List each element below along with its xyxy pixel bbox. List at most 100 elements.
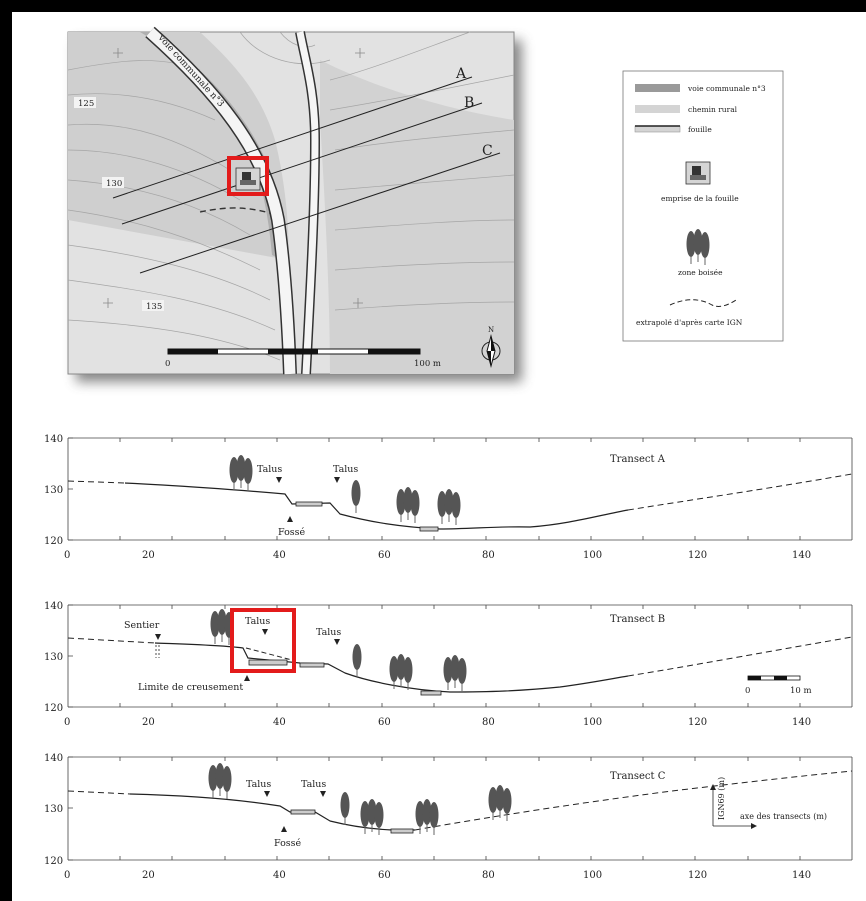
svg-text:120: 120 bbox=[688, 870, 707, 881]
svg-text:80: 80 bbox=[482, 870, 495, 881]
svg-text:40: 40 bbox=[273, 717, 286, 728]
svg-text:20: 20 bbox=[142, 870, 155, 881]
profile-a-y-tick-140: 140 bbox=[44, 434, 63, 445]
legend-item-voie: voie communale n°3 bbox=[635, 84, 766, 93]
svg-text:0: 0 bbox=[745, 686, 750, 696]
north-arrow-icon: N bbox=[481, 326, 501, 368]
contour-label-135: 135 bbox=[146, 302, 162, 312]
svg-text:N: N bbox=[488, 326, 494, 334]
site-map: voie communale n°3 125 130 135 A B C 0 1… bbox=[67, 26, 522, 382]
profile-c-trees bbox=[209, 763, 512, 835]
profile-b-ticks bbox=[68, 604, 801, 708]
svg-text:100: 100 bbox=[583, 550, 602, 561]
profile-a-ticks bbox=[68, 437, 801, 541]
legend-item-fouille: fouille bbox=[634, 125, 712, 134]
svg-text:chemin rural: chemin rural bbox=[688, 105, 738, 114]
profile-c-excavations bbox=[290, 809, 414, 834]
svg-text:0: 0 bbox=[64, 550, 70, 561]
profile-b-label-talus-2: Talus bbox=[316, 627, 341, 638]
axis-horizontal-label: axe des transects (m) bbox=[740, 812, 827, 821]
legend: voie communale n°3 chemin rural fouille … bbox=[622, 70, 784, 342]
contour-label-130: 130 bbox=[106, 179, 122, 189]
profile-c-label-talus-1: Talus bbox=[246, 779, 271, 790]
svg-text:100: 100 bbox=[583, 870, 602, 881]
profile-c-label-fosse: Fossé bbox=[274, 838, 302, 849]
road-chemin-rural bbox=[295, 31, 321, 375]
svg-text:0: 0 bbox=[64, 870, 70, 881]
profile-c-ticks bbox=[68, 756, 801, 861]
contour-lines bbox=[67, 31, 515, 361]
profile-b-y-tick-140: 140 bbox=[44, 601, 63, 612]
map-scale-start: 0 bbox=[165, 359, 170, 369]
highlight-box bbox=[227, 156, 269, 196]
map-scale-bar: 0 100 m bbox=[165, 348, 441, 369]
transect-letter-b: B bbox=[464, 95, 474, 111]
transect-letter-c: C bbox=[482, 143, 493, 159]
svg-text:140: 140 bbox=[792, 550, 811, 561]
profile-c-y-tick-140: 140 bbox=[44, 753, 63, 764]
transect-letter-a: A bbox=[455, 66, 467, 82]
transect-lines bbox=[112, 76, 501, 274]
legend-item-zone-boisee: zone boisée bbox=[678, 229, 723, 277]
legend-item-chemin: chemin rural bbox=[635, 105, 738, 114]
profile-b-label-talus-1: Talus bbox=[245, 616, 270, 627]
profile-a-title: Transect A bbox=[610, 454, 666, 465]
svg-text:80: 80 bbox=[482, 550, 495, 561]
svg-text:60: 60 bbox=[378, 550, 391, 561]
grid-crosses bbox=[103, 48, 365, 308]
left-black-border bbox=[0, 0, 12, 901]
contour-label-125: 125 bbox=[78, 99, 94, 109]
legend-item-extrapole: extrapolé d'après carte IGN bbox=[636, 299, 743, 327]
svg-text:zone boisée: zone boisée bbox=[678, 268, 723, 277]
profile-a-y-tick-120: 120 bbox=[44, 536, 63, 547]
svg-text:emprise de la fouille: emprise de la fouille bbox=[661, 194, 739, 203]
svg-text:80: 80 bbox=[482, 717, 495, 728]
svg-text:120: 120 bbox=[688, 717, 707, 728]
profile-c-x-ticks: 0 20 40 60 80 100 120 140 bbox=[64, 870, 811, 881]
svg-text:100: 100 bbox=[583, 717, 602, 728]
profile-a-terrain bbox=[67, 473, 853, 530]
profile-transect-c: 140 130 120 0 20 40 60 80 100 120 140 Tr… bbox=[44, 753, 853, 881]
profile-b-excavations bbox=[248, 659, 442, 696]
profile-b-highlight-box bbox=[230, 608, 296, 673]
legend-item-emprise: emprise de la fouille bbox=[661, 161, 739, 203]
profile-b-y-tick-130: 130 bbox=[44, 652, 63, 663]
svg-text:120: 120 bbox=[688, 550, 707, 561]
svg-text:140: 140 bbox=[792, 870, 811, 881]
profile-c-y-tick-130: 130 bbox=[44, 804, 63, 815]
profile-c-axis-legend: IGN69 (m) axe des transects (m) bbox=[710, 777, 827, 829]
profile-b-label-sentier: Sentier bbox=[124, 620, 160, 631]
profile-transect-a: 140 130 120 0 20 40 60 80 100 120 140 Tr… bbox=[44, 434, 853, 561]
svg-text:40: 40 bbox=[273, 870, 286, 881]
svg-text:extrapolé d'après carte IGN: extrapolé d'après carte IGN bbox=[636, 318, 743, 327]
svg-text:fouille: fouille bbox=[688, 125, 712, 134]
profile-a-excavations bbox=[295, 501, 439, 532]
profile-scale-bar: 0 10 m bbox=[745, 675, 812, 696]
profile-transect-b: 140 130 120 0 20 40 60 80 100 120 140 Tr… bbox=[44, 601, 853, 728]
top-black-border bbox=[0, 0, 866, 12]
profile-c-label-talus-2: Talus bbox=[301, 779, 326, 790]
profile-c-title: Transect C bbox=[610, 771, 666, 782]
profile-c-y-tick-120: 120 bbox=[44, 856, 63, 867]
profile-a-label-talus-1: Talus bbox=[257, 464, 282, 475]
contour-labels: 125 130 135 bbox=[74, 97, 164, 312]
map-scale-end: 100 m bbox=[414, 359, 441, 369]
profile-a-label-fosse: Fossé bbox=[278, 527, 306, 538]
svg-text:10 m: 10 m bbox=[790, 686, 812, 696]
svg-text:140: 140 bbox=[792, 717, 811, 728]
profile-b-title: Transect B bbox=[610, 614, 665, 625]
svg-text:voie communale n°3: voie communale n°3 bbox=[687, 84, 766, 93]
svg-text:0: 0 bbox=[64, 717, 70, 728]
svg-text:20: 20 bbox=[142, 550, 155, 561]
profile-a-x-ticks: 0 20 40 60 80 100 120 140 bbox=[64, 550, 811, 561]
profile-c-terrain bbox=[67, 770, 853, 831]
svg-text:20: 20 bbox=[142, 717, 155, 728]
svg-text:60: 60 bbox=[378, 717, 391, 728]
profile-b-x-ticks: 0 20 40 60 80 100 120 140 bbox=[64, 717, 811, 728]
svg-text:40: 40 bbox=[273, 550, 286, 561]
extrapolated-path bbox=[199, 207, 271, 214]
profile-a-y-tick-130: 130 bbox=[44, 485, 63, 496]
profile-b-label-limite: Limite de creusement bbox=[138, 682, 243, 693]
road-voie-communale bbox=[145, 26, 297, 375]
